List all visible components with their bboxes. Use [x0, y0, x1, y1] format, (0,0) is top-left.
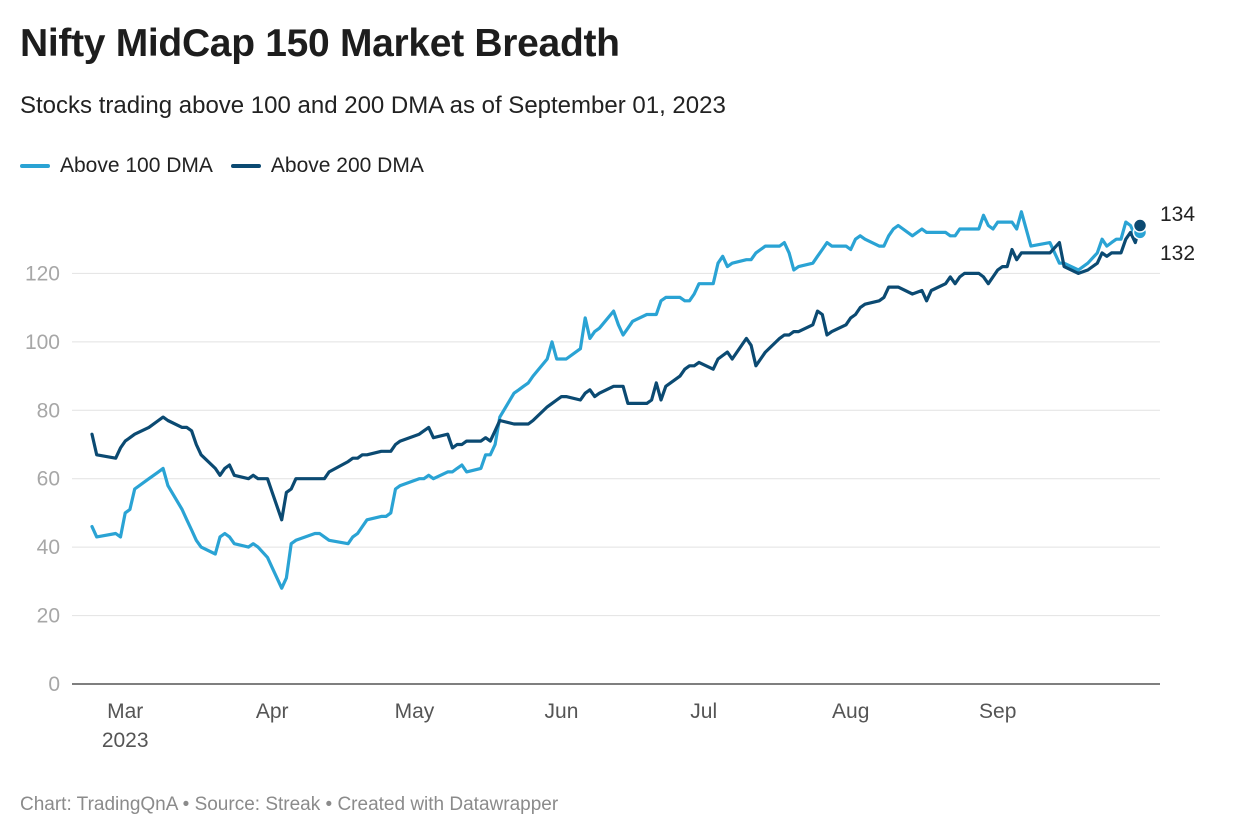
x-tick-label-may: May — [395, 700, 435, 723]
series-lines — [90, 210, 1142, 590]
series-line-above-100 — [90, 210, 1142, 590]
y-tick-label-120: 120 — [25, 262, 60, 285]
end-markers: 134 132 — [1132, 203, 1195, 265]
series-line-above-200 — [90, 223, 1142, 522]
chart-legend: Above 100 DMA Above 200 DMA — [20, 154, 424, 178]
x-tick-sublabel-year: 2023 — [102, 729, 149, 752]
end-point-above-200 — [1132, 218, 1148, 233]
x-tick-label-aug: Aug — [832, 700, 869, 723]
y-tick-label-80: 80 — [37, 399, 60, 422]
chart-subtitle: Stocks trading above 100 and 200 DMA as … — [20, 92, 726, 119]
x-tick-label-sep: Sep — [979, 700, 1016, 723]
end-value-label-132: 132 — [1160, 242, 1195, 265]
end-value-label-134: 134 — [1160, 203, 1195, 226]
legend-label-above-200: Above 200 DMA — [270, 154, 424, 177]
y-axis: 0 20 40 60 80 100 120 — [25, 262, 60, 696]
x-tick-label-apr: Apr — [256, 700, 289, 723]
y-tick-label-60: 60 — [37, 468, 60, 491]
legend-swatch-above-200 — [230, 164, 261, 168]
chart-title: Nifty MidCap 150 Market Breadth — [20, 22, 620, 65]
x-axis: Mar 2023 Apr May Jun Jul Aug Sep — [102, 700, 1017, 752]
x-tick-label-mar: Mar — [107, 700, 143, 723]
legend-swatch-above-100 — [20, 164, 50, 168]
x-tick-label-jul: Jul — [690, 700, 717, 723]
legend-item-above-200: Above 200 DMA — [230, 154, 424, 178]
chart-footer: Chart: TradingQnA • Source: Streak • Cre… — [20, 794, 559, 815]
legend-item-above-100: Above 100 DMA — [20, 154, 213, 178]
x-tick-label-jun: Jun — [545, 700, 579, 723]
grid-lines — [72, 272, 1160, 685]
y-tick-label-100: 100 — [25, 331, 60, 354]
y-tick-label-0: 0 — [48, 673, 60, 696]
legend-label-above-100: Above 100 DMA — [60, 154, 213, 177]
y-tick-label-20: 20 — [37, 605, 60, 628]
y-tick-label-40: 40 — [37, 536, 60, 559]
